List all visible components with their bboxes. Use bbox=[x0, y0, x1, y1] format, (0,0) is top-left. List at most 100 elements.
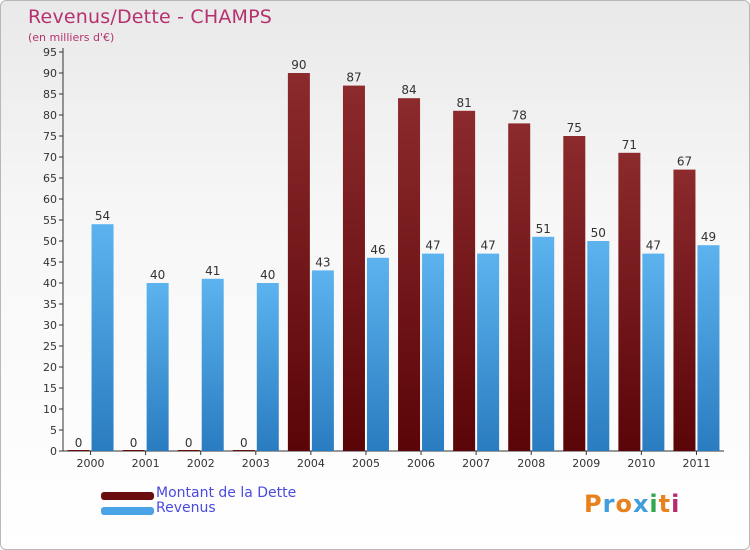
logo-letter: r bbox=[602, 490, 616, 518]
logo-letter: i bbox=[649, 490, 659, 518]
y-tick-label: 80 bbox=[43, 109, 57, 122]
y-tick-label: 35 bbox=[43, 298, 57, 311]
data-label-revenue: 47 bbox=[646, 239, 661, 253]
logo-letter: t bbox=[658, 490, 672, 518]
bar-revenue bbox=[366, 257, 389, 451]
bar-debt bbox=[563, 136, 586, 451]
x-tick-label: 2007 bbox=[462, 457, 490, 470]
logo-letter: o bbox=[615, 490, 633, 518]
x-tick-label: 2008 bbox=[517, 457, 545, 470]
bar-revenue bbox=[477, 253, 500, 451]
legend-label-revenue: Revenus bbox=[156, 500, 216, 516]
bar-debt bbox=[287, 73, 310, 451]
bar-revenue bbox=[642, 253, 665, 451]
bar-revenue bbox=[146, 283, 169, 451]
chart-subtitle: (en milliers d'€) bbox=[28, 31, 115, 44]
bar-revenue bbox=[256, 283, 279, 451]
logo-letter: P bbox=[584, 490, 603, 518]
x-tick-label: 2006 bbox=[407, 457, 435, 470]
y-tick-label: 55 bbox=[43, 214, 57, 227]
y-tick-label: 30 bbox=[43, 319, 57, 332]
y-tick-label: 40 bbox=[43, 277, 57, 290]
bar-revenue bbox=[201, 278, 224, 451]
bar-revenue bbox=[532, 236, 555, 451]
legend-swatch-revenue bbox=[101, 507, 154, 515]
bar-debt bbox=[453, 110, 476, 452]
legend-swatch-debt bbox=[101, 492, 154, 500]
bar-debt bbox=[67, 450, 90, 451]
bar-debt bbox=[398, 98, 421, 451]
bar-revenue bbox=[697, 245, 720, 451]
y-tick-label: 85 bbox=[43, 88, 57, 101]
y-tick-label: 95 bbox=[43, 46, 57, 59]
y-tick-label: 25 bbox=[43, 340, 57, 353]
data-label-debt: 67 bbox=[677, 155, 692, 169]
data-label-debt: 78 bbox=[512, 108, 527, 122]
x-axis-ticks: 2000 2001 2002 2003 2004 2005 2006 2007 2008 2009… bbox=[77, 451, 710, 470]
proxiti-logo: Proxiti bbox=[584, 490, 680, 518]
y-tick-label: 0 bbox=[50, 445, 57, 458]
x-tick-label: 2011 bbox=[682, 457, 710, 470]
bar-debt bbox=[177, 450, 200, 451]
data-label-debt: 0 bbox=[240, 436, 248, 450]
bar-debt bbox=[342, 85, 365, 451]
data-label-revenue: 47 bbox=[480, 239, 495, 253]
bar-debt bbox=[673, 169, 696, 451]
bar-debt bbox=[618, 152, 641, 452]
x-tick-label: 2010 bbox=[627, 457, 655, 470]
y-tick-label: 90 bbox=[43, 67, 57, 80]
data-label-revenue: 40 bbox=[260, 268, 275, 282]
data-label-debt: 84 bbox=[401, 83, 416, 97]
data-label-debt: 0 bbox=[185, 436, 193, 450]
data-label-revenue: 50 bbox=[591, 226, 606, 240]
data-label-revenue: 41 bbox=[205, 264, 220, 278]
bar-revenue bbox=[587, 241, 610, 451]
bar-revenue bbox=[422, 253, 445, 451]
data-label-debt: 81 bbox=[456, 96, 471, 110]
data-label-debt: 75 bbox=[567, 121, 582, 135]
bar-revenue bbox=[311, 270, 334, 451]
logo-letter: i bbox=[671, 490, 681, 518]
data-label-debt: 0 bbox=[75, 436, 83, 450]
logo-letter: x bbox=[632, 490, 650, 518]
y-tick-label: 75 bbox=[43, 130, 57, 143]
bar-debt bbox=[508, 123, 531, 452]
y-tick-label: 65 bbox=[43, 172, 57, 185]
data-label-revenue: 46 bbox=[370, 243, 385, 257]
x-tick-label: 2000 bbox=[77, 457, 105, 470]
bar-revenue bbox=[91, 224, 114, 451]
x-tick-label: 2004 bbox=[297, 457, 325, 470]
chart-title: Revenus/Dette - CHAMPS bbox=[28, 6, 273, 28]
x-tick-label: 2002 bbox=[187, 457, 215, 470]
data-label-revenue: 47 bbox=[425, 239, 440, 253]
y-tick-label: 5 bbox=[50, 424, 57, 437]
legend-label-debt: Montant de la Dette bbox=[156, 485, 297, 501]
y-tick-label: 70 bbox=[43, 151, 57, 164]
bar-debt bbox=[232, 450, 255, 451]
data-label-revenue: 54 bbox=[95, 209, 110, 223]
bar-debt bbox=[122, 450, 145, 451]
data-label-revenue: 40 bbox=[150, 268, 165, 282]
y-tick-label: 10 bbox=[43, 403, 57, 416]
data-label-debt: 71 bbox=[622, 138, 637, 152]
y-tick-label: 60 bbox=[43, 193, 57, 206]
x-tick-label: 2005 bbox=[352, 457, 380, 470]
data-label-revenue: 43 bbox=[315, 255, 330, 269]
data-label-debt: 0 bbox=[130, 436, 138, 450]
x-tick-label: 2003 bbox=[242, 457, 270, 470]
y-tick-label: 15 bbox=[43, 382, 57, 395]
data-label-revenue: 49 bbox=[701, 230, 716, 244]
x-tick-label: 2009 bbox=[572, 457, 600, 470]
y-tick-label: 45 bbox=[43, 256, 57, 269]
x-tick-label: 2001 bbox=[132, 457, 160, 470]
y-tick-label: 50 bbox=[43, 235, 57, 248]
y-tick-label: 20 bbox=[43, 361, 57, 374]
data-label-debt: 87 bbox=[346, 71, 361, 85]
bars bbox=[67, 73, 720, 452]
data-label-revenue: 51 bbox=[536, 222, 551, 236]
data-labels: 0 54 0 40 0 41 0 40 90 43 87 46 84 47 81 47 78 51 75 50 71 47… bbox=[75, 58, 716, 450]
data-label-debt: 90 bbox=[291, 58, 306, 72]
y-axis-ticks: 0 5 10 15 20 25 30 35 40 45 50 55 60 65 70 75 80 85 90 95 bbox=[43, 46, 63, 458]
